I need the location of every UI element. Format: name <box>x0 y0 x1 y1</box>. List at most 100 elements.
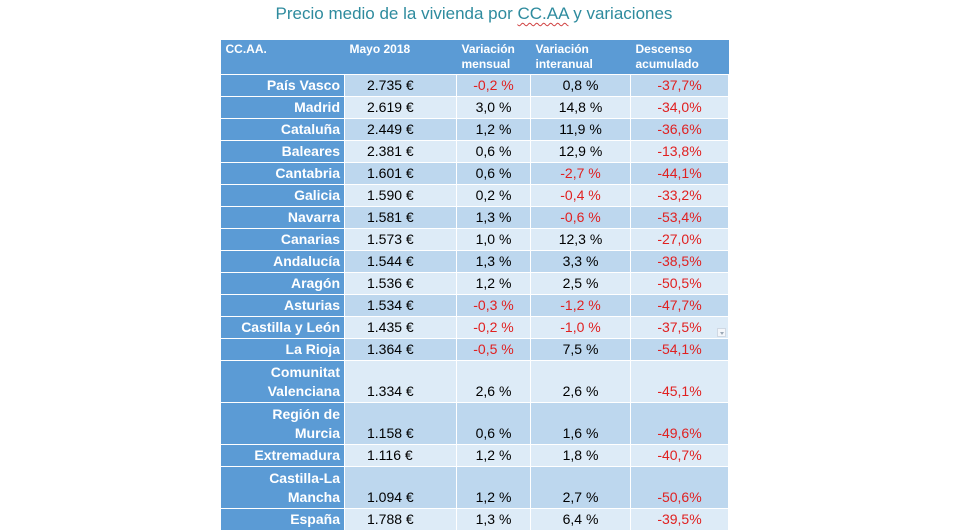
cell-region: Andalucía <box>220 250 345 273</box>
cell-price: 1.590 € <box>344 184 457 207</box>
table-row: Comunitat Valenciana 1.334 €2,6 % 2,6 % -45… <box>220 360 729 403</box>
cell-price: 1.581 € <box>344 206 457 229</box>
header-row: CC.AA. Mayo 2018 Variación mensual Varia… <box>220 40 729 75</box>
cell-accum: -39,5% <box>630 508 729 531</box>
cell-accum: -53,4% <box>630 206 729 229</box>
cell-region: Madrid <box>220 96 345 119</box>
header-region: CC.AA. <box>220 40 345 75</box>
cell-monthly: 1,3 % <box>456 508 531 531</box>
table-row: Navarra 1.581 €1,3 % -0,6 % -53,4% <box>220 206 729 229</box>
cell-price: 1.435 € <box>344 316 457 339</box>
title-suffix: y variaciones <box>568 4 673 23</box>
table-row: Castilla y León 1.435 € -0,2 % -1,0 % -37,5% <box>220 316 729 339</box>
cell-accum: -44,1% <box>630 162 729 185</box>
header-yearly: Variación interanual <box>530 40 631 75</box>
table-row: Región de Murcia 1.158 €0,6 % 1,6 % -49,6% <box>220 402 729 445</box>
cell-yearly: 1,6 % <box>530 402 631 445</box>
cell-accum: -45,1% <box>630 360 729 403</box>
cell-accum: -34,0% <box>630 96 729 119</box>
cell-accum: -36,6% <box>630 118 729 141</box>
cell-price: 2.449 € <box>344 118 457 141</box>
cell-price: 1.094 € <box>344 466 457 509</box>
cell-monthly: 1,3 % <box>456 250 531 273</box>
cell-yearly: 7,5 % <box>530 338 631 361</box>
cell-accum: -54,1% <box>630 338 729 361</box>
cell-price: 1.573 € <box>344 228 457 251</box>
cell-yearly: 3,3 % <box>530 250 631 273</box>
cell-yearly: 2,6 % <box>530 360 631 403</box>
cell-accum: -49,6% <box>630 402 729 445</box>
cell-accum: -38,5% <box>630 250 729 273</box>
cell-accum: -47,7% <box>630 294 729 317</box>
cell-monthly: 0,2 % <box>456 184 531 207</box>
cell-region: Región de Murcia <box>220 402 345 445</box>
cell-accum: -33,2% <box>630 184 729 207</box>
cell-accum: -40,7% <box>630 444 729 467</box>
cell-accum: -37,5% <box>630 316 729 339</box>
cell-region: Galicia <box>220 184 345 207</box>
cell-yearly: -2,7 % <box>530 162 631 185</box>
cell-accum: -50,5% <box>630 272 729 295</box>
cell-price: 1.536 € <box>344 272 457 295</box>
cell-price: 2.381 € <box>344 140 457 163</box>
cell-yearly: -0,4 % <box>530 184 631 207</box>
table-row: La Rioja 1.364 € -0,5 % 7,5 % -54,1% <box>220 338 729 361</box>
title-prefix: Precio medio de la vivienda por <box>275 4 518 23</box>
cell-monthly: 0,6 % <box>456 402 531 445</box>
cell-accum: -37,7% <box>630 74 729 97</box>
cell-price: 1.601 € <box>344 162 457 185</box>
table-row: Extremadura 1.116 €1,2 % 1,8 % -40,7% <box>220 444 729 467</box>
cell-accum: -27,0% <box>630 228 729 251</box>
cell-region: Baleares <box>220 140 345 163</box>
title-abbr: CC.AA <box>517 4 569 23</box>
cell-price: 1.158 € <box>344 402 457 445</box>
table-row: Cataluña 2.449 €1,2 % 11,9 % -36,6% <box>220 118 729 141</box>
table-row: Madrid 2.619 €3,0 % 14,8 % -34,0% <box>220 96 729 119</box>
cell-price: 1.364 € <box>344 338 457 361</box>
table-body: País Vasco 2.735 € -0,2 % 0,8 % -37,7% Madrid… <box>220 74 729 531</box>
dropdown-arrow-icon[interactable] <box>717 328 726 337</box>
table-row: Cantabria 1.601 €0,6 % -2,7 % -44,1% <box>220 162 729 185</box>
cell-region: España <box>220 508 345 531</box>
cell-monthly: 1,2 % <box>456 118 531 141</box>
cell-region: Extremadura <box>220 444 345 467</box>
cell-price: 1.334 € <box>344 360 457 403</box>
header-accumulated: Descenso acumulado <box>630 40 729 75</box>
cell-region: Cataluña <box>220 118 345 141</box>
housing-price-table: CC.AA. Mayo 2018 Variación mensual Varia… <box>220 40 729 531</box>
cell-region: País Vasco <box>220 74 345 97</box>
cell-yearly: -1,0 % <box>530 316 631 339</box>
cell-region: Aragón <box>220 272 345 295</box>
cell-monthly: 2,6 % <box>456 360 531 403</box>
cell-price: 1.544 € <box>344 250 457 273</box>
cell-accum: -13,8% <box>630 140 729 163</box>
cell-region: Castilla y León <box>220 316 345 339</box>
cell-region: Navarra <box>220 206 345 229</box>
table-row: Canarias 1.573 €1,0 % 12,3 % -27,0% <box>220 228 729 251</box>
cell-monthly: -0,5 % <box>456 338 531 361</box>
cell-accum: -50,6% <box>630 466 729 509</box>
cell-region: Canarias <box>220 228 345 251</box>
header-price: Mayo 2018 <box>344 40 457 75</box>
header-monthly: Variación mensual <box>456 40 531 75</box>
cell-monthly: 1,2 % <box>456 272 531 295</box>
cell-monthly: -0,2 % <box>456 74 531 97</box>
cell-region: Cantabria <box>220 162 345 185</box>
table-row: Galicia 1.590 €0,2 % -0,4 % -33,2% <box>220 184 729 207</box>
cell-monthly: 1,3 % <box>456 206 531 229</box>
cell-monthly: -0,3 % <box>456 294 531 317</box>
cell-yearly: 6,4 % <box>530 508 631 531</box>
cell-yearly: 12,9 % <box>530 140 631 163</box>
table-row: Aragón 1.536 €1,2 % 2,5 % -50,5% <box>220 272 729 295</box>
cell-monthly: 3,0 % <box>456 96 531 119</box>
cell-monthly: 0,6 % <box>456 140 531 163</box>
cell-yearly: -0,6 % <box>530 206 631 229</box>
cell-yearly: 2,7 % <box>530 466 631 509</box>
cell-monthly: -0,2 % <box>456 316 531 339</box>
cell-price: 2.735 € <box>344 74 457 97</box>
table-row: Asturias 1.534 € -0,3 % -1,2 % -47,7% <box>220 294 729 317</box>
cell-price: 2.619 € <box>344 96 457 119</box>
cell-price: 1.788 € <box>344 508 457 531</box>
cell-yearly: -1,2 % <box>530 294 631 317</box>
cell-yearly: 2,5 % <box>530 272 631 295</box>
